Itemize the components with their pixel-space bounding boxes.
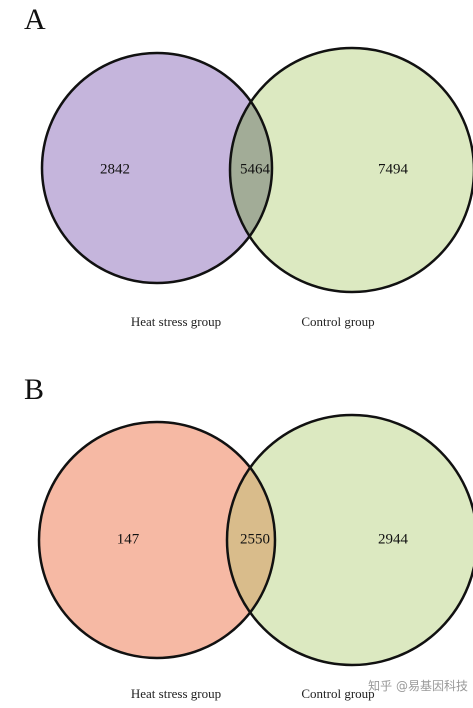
- right-label: Control group: [301, 686, 374, 701]
- left-count: 147: [117, 531, 140, 547]
- right-set: [230, 48, 473, 292]
- panel-a: A 2842 5464 7494 Heat stress group Contr…: [24, 3, 473, 329]
- left-outline: [37, 420, 277, 660]
- right-count: 2944: [378, 531, 409, 547]
- left-label: Heat stress group: [131, 686, 221, 701]
- left-outline: [40, 51, 274, 285]
- left-count: 2842: [100, 161, 130, 177]
- right-outline: [225, 413, 473, 667]
- panel-letter: A: [24, 3, 46, 36]
- right-outline: [228, 46, 473, 294]
- overlap-count: 2550: [240, 531, 270, 547]
- right-label: Control group: [301, 314, 374, 329]
- right-set: [227, 415, 473, 665]
- panel-b: B 147 2550 2944 Heat stress group Contro…: [24, 373, 473, 701]
- left-set: [42, 53, 272, 283]
- right-count: 7494: [378, 161, 409, 177]
- left-set: [39, 422, 275, 658]
- overlap-count: 5464: [240, 161, 271, 177]
- panel-letter: B: [24, 373, 44, 406]
- left-label: Heat stress group: [131, 314, 221, 329]
- watermark: 知乎 @易基因科技: [368, 679, 468, 693]
